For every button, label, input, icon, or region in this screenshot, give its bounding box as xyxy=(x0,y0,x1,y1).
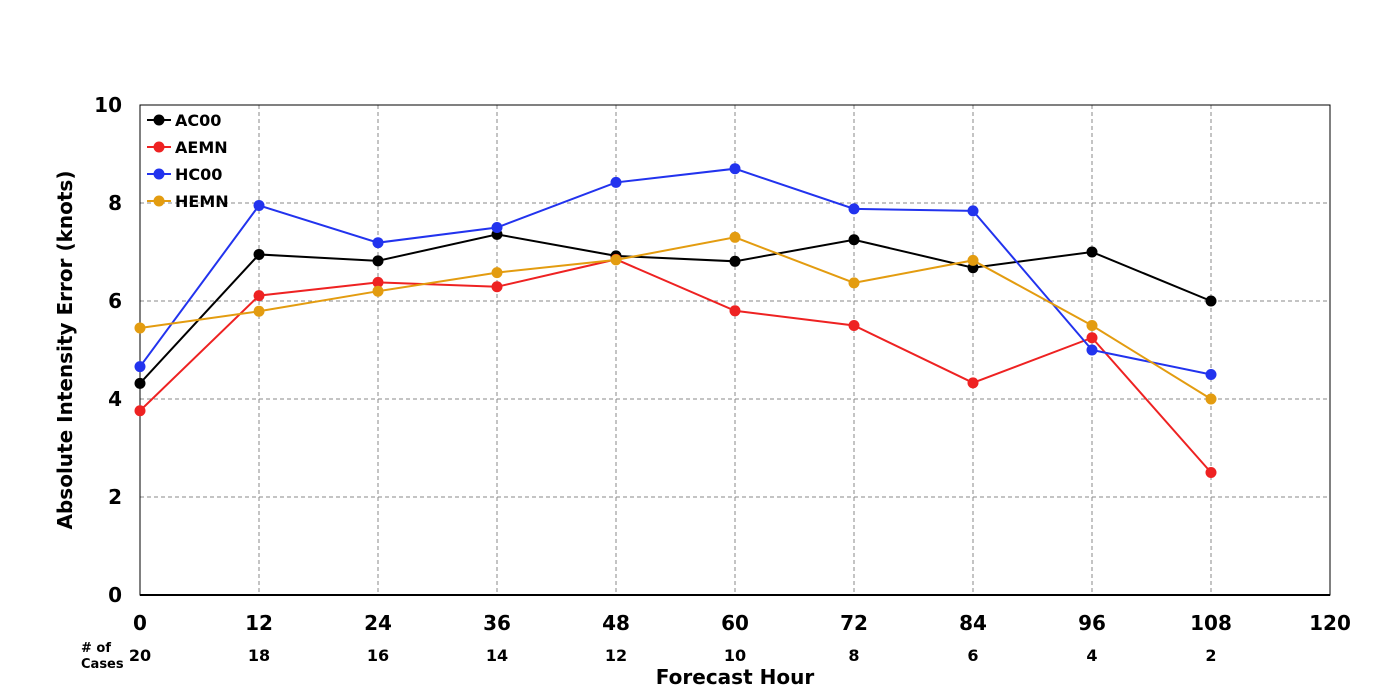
data-point-aemn xyxy=(848,320,860,331)
legend-label: AC00 xyxy=(175,111,221,130)
data-point-hemn xyxy=(848,277,860,289)
data-point-hc00 xyxy=(729,163,741,175)
data-point-aemn xyxy=(134,405,146,417)
legend-item-hc00: HC00 xyxy=(147,165,222,184)
y-tick-label: 0 xyxy=(108,583,122,607)
x-tick-label: 84 xyxy=(959,611,987,635)
y-tick-label: 6 xyxy=(108,289,122,313)
x-tick-label: 72 xyxy=(840,611,868,635)
data-point-aemn xyxy=(491,281,503,293)
data-point-hemn xyxy=(967,254,979,266)
data-point-hc00 xyxy=(1086,344,1098,356)
data-point-aemn xyxy=(372,276,384,288)
x-axis-title: Forecast Hour xyxy=(656,665,815,689)
data-point-hc00 xyxy=(491,222,503,233)
data-point-hc00 xyxy=(967,205,979,217)
case-count-label: 14 xyxy=(486,646,508,665)
x-tick-label: 12 xyxy=(245,611,273,635)
series-line-hc00 xyxy=(139,167,1212,376)
data-point-hc00 xyxy=(134,361,146,373)
series-line-aemn xyxy=(139,258,1212,474)
legend-label: HEMN xyxy=(175,192,229,211)
series-ac00 xyxy=(134,228,1217,389)
case-count-label: 16 xyxy=(367,646,389,665)
x-tick-label: 60 xyxy=(721,611,749,635)
data-point-hemn xyxy=(1086,320,1098,331)
y-tick-label: 10 xyxy=(94,93,122,117)
data-point-aemn xyxy=(1086,332,1098,344)
data-point-hc00 xyxy=(253,199,265,211)
data-point-hemn xyxy=(729,231,741,243)
case-count-label: 2 xyxy=(1205,646,1216,665)
x-tick-label: 108 xyxy=(1190,611,1232,635)
cases-heading: # of Cases xyxy=(81,641,124,672)
case-count-label: 10 xyxy=(724,646,746,665)
data-point-aemn xyxy=(729,305,741,317)
case-count-label: 20 xyxy=(129,646,151,665)
legend-swatch-marker xyxy=(153,168,165,180)
data-point-aemn xyxy=(1205,467,1217,478)
y-axis-title: Absolute Intensity Error (knots) xyxy=(53,171,77,530)
series-line-ac00 xyxy=(139,233,1212,384)
data-point-ac00 xyxy=(848,234,860,246)
case-count-label: 18 xyxy=(248,646,270,665)
data-point-ac00 xyxy=(372,255,384,267)
series-aemn xyxy=(134,253,1217,478)
data-point-ac00 xyxy=(1086,246,1098,258)
data-point-hemn xyxy=(134,322,146,334)
x-tick-labels: 0 12 24 36 48 60 72 84 96 108 120 xyxy=(133,611,1351,635)
x-tick-label: 36 xyxy=(483,611,511,635)
data-point-hc00 xyxy=(1205,369,1217,380)
series-hc00 xyxy=(134,163,1217,380)
data-point-hemn xyxy=(1205,393,1217,405)
data-point-hc00 xyxy=(610,176,622,188)
data-point-ac00 xyxy=(134,377,146,389)
series-hemn xyxy=(134,231,1217,405)
x-tick-label: 24 xyxy=(364,611,392,635)
legend-label: HC00 xyxy=(175,165,222,184)
grid-lines xyxy=(140,105,1330,595)
legend-item-hemn: HEMN xyxy=(147,192,229,211)
case-count-label: 8 xyxy=(848,646,859,665)
x-tick-label: 48 xyxy=(602,611,630,635)
data-point-aemn xyxy=(253,290,265,302)
y-tick-label: 8 xyxy=(108,191,122,215)
legend-item-aemn: AEMN xyxy=(147,138,228,157)
legend-item-ac00: AC00 xyxy=(147,111,221,130)
series-layer xyxy=(134,163,1217,478)
data-point-hemn xyxy=(253,305,265,317)
legend-swatch-marker xyxy=(153,114,165,126)
y-tick-label: 4 xyxy=(108,387,122,411)
y-tick-label: 2 xyxy=(108,485,122,509)
cases-row: 20 18 16 14 12 10 8 6 4 2 xyxy=(129,646,1217,665)
x-tick-label: 120 xyxy=(1309,611,1351,635)
case-count-label: 4 xyxy=(1086,646,1097,665)
data-point-ac00 xyxy=(253,248,265,260)
data-point-hemn xyxy=(491,267,503,279)
data-point-hc00 xyxy=(372,237,384,249)
y-tick-labels: 0 2 4 6 8 10 xyxy=(94,93,122,607)
legend-swatch-marker xyxy=(153,195,165,207)
data-point-aemn xyxy=(967,377,979,389)
case-count-label: 12 xyxy=(605,646,627,665)
data-point-hemn xyxy=(610,254,622,266)
data-point-hemn xyxy=(372,285,384,297)
data-point-ac00 xyxy=(1205,295,1217,307)
legend: AC00 AEMN HC00 HEMN xyxy=(147,111,229,211)
legend-swatch-marker xyxy=(153,141,165,153)
data-point-hc00 xyxy=(848,203,860,215)
x-tick-label: 96 xyxy=(1078,611,1106,635)
x-tick-label: 0 xyxy=(133,611,147,635)
legend-label: AEMN xyxy=(175,138,228,157)
data-point-ac00 xyxy=(729,255,741,267)
series-line-hemn xyxy=(139,236,1212,400)
case-count-label: 6 xyxy=(967,646,978,665)
